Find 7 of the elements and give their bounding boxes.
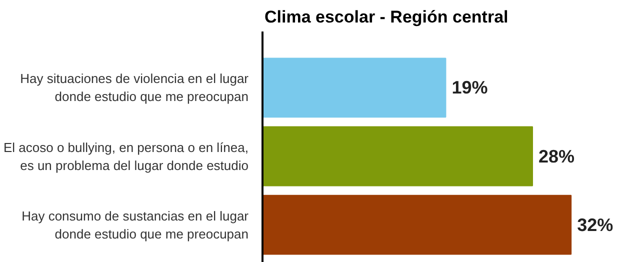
y-tick-label: Hay consumo de sustancias en el lugar donde estudio que me preocupan: [22, 208, 250, 242]
y-tick-label: Hay situaciones de violencia en el lugar donde estudio que me preocupan: [20, 71, 250, 104]
chart-title: Clima escolar - Región central: [264, 8, 508, 26]
data-label: 19%: [452, 78, 488, 98]
data-label: 32%: [577, 214, 614, 235]
data-label: 28%: [538, 146, 575, 166]
y-tick-label: El acoso o bullying, en persona o en línea, es un problema del lugar donde estudio: [4, 140, 249, 173]
